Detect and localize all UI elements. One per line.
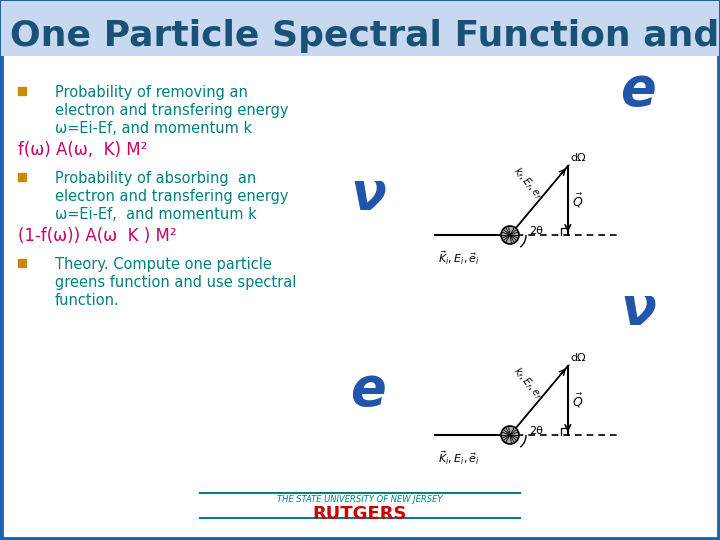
Text: Probability of removing an: Probability of removing an: [55, 85, 248, 100]
Text: $\vec{K}_i, E_i, \vec{e}_i$: $\vec{K}_i, E_i, \vec{e}_i$: [438, 249, 480, 267]
Text: greens function and use spectral: greens function and use spectral: [55, 275, 297, 290]
Text: $\vec{Q}$: $\vec{Q}$: [572, 392, 583, 410]
Text: One Particle Spectral Function and A: One Particle Spectral Function and A: [10, 19, 720, 53]
Text: $\vec{K}_i, E_i, \vec{e}_i$: $\vec{K}_i, E_i, \vec{e}_i$: [438, 449, 480, 467]
Text: dΩ: dΩ: [571, 153, 587, 163]
Text: 2θ: 2θ: [529, 426, 543, 436]
Text: ω=Ei-Ef, and momentum k: ω=Ei-Ef, and momentum k: [55, 121, 252, 136]
Text: ω=Ei-Ef,  and momentum k: ω=Ei-Ef, and momentum k: [55, 207, 257, 222]
Text: Theory. Compute one particle: Theory. Compute one particle: [55, 257, 272, 272]
Text: ν: ν: [350, 169, 386, 221]
Text: f(ω) A(ω,  K) M²: f(ω) A(ω, K) M²: [18, 141, 148, 159]
Text: function.: function.: [55, 293, 120, 308]
Text: Probability of absorbing  an: Probability of absorbing an: [55, 171, 256, 186]
Text: 2θ: 2θ: [529, 226, 543, 236]
Text: electron and transfering energy: electron and transfering energy: [55, 189, 289, 204]
Text: e: e: [620, 64, 656, 116]
Text: ν: ν: [620, 284, 656, 336]
Text: electron and transfering energy: electron and transfering energy: [55, 103, 289, 118]
Circle shape: [501, 426, 519, 444]
Text: $\vec{Q}$: $\vec{Q}$: [572, 191, 583, 210]
Circle shape: [501, 226, 519, 244]
FancyBboxPatch shape: [1, 1, 719, 56]
Text: $k_f, E_f, e_f$: $k_f, E_f, e_f$: [510, 364, 545, 402]
Text: (1-f(ω)) A(ω  K ) M²: (1-f(ω)) A(ω K ) M²: [18, 227, 176, 245]
Text: dΩ: dΩ: [571, 353, 587, 363]
Text: $k_f, E_f, e_f$: $k_f, E_f, e_f$: [510, 164, 545, 202]
Text: THE STATE UNIVERSITY OF NEW JERSEY: THE STATE UNIVERSITY OF NEW JERSEY: [277, 495, 443, 503]
Text: e: e: [350, 364, 386, 416]
Text: RUTGERS: RUTGERS: [312, 505, 408, 523]
